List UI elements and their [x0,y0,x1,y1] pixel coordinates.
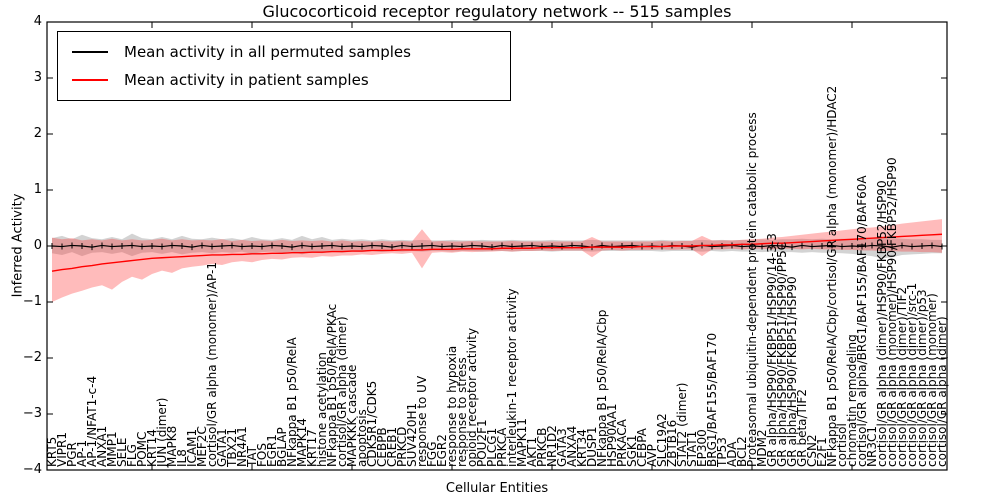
y-tick-label: −4 [22,462,42,477]
x-tick-label: cortisol/GR alpha (dimer) [935,316,949,467]
y-tick-label: 2 [33,126,42,141]
legend-label: Mean activity in patient samples [124,71,369,89]
y-tick-label: 4 [33,14,42,29]
legend-item-permuted: Mean activity in all permuted samples [58,38,510,66]
x-axis-label: Cellular Entities [445,481,549,496]
legend: Mean activity in all permuted samples Me… [57,31,511,101]
y-tick-label: 1 [33,182,42,197]
y-tick-label: 0 [33,238,42,253]
red-line-swatch [72,79,108,81]
y-tick-label: −1 [22,294,42,309]
x-tick-label: Proteasomal ubiquitin-dependent protein … [745,112,759,467]
y-tick-label: 3 [33,70,42,85]
x-tick-label: NFkappa B1 p50/RelA/Cbp/cortisol/GR alph… [825,85,839,467]
y-tick-label: −3 [22,406,42,421]
chart-title: Glucocorticoid receptor regulatory netwo… [262,2,732,21]
legend-label: Mean activity in all permuted samples [124,43,411,61]
legend-item-patient: Mean activity in patient samples [58,66,510,94]
y-tick-label: −2 [22,350,42,365]
x-tick-label: cortisol/GR alpha/BRG1/BAF155/BAF170/BAF… [855,175,869,467]
black-line-swatch [72,51,108,53]
